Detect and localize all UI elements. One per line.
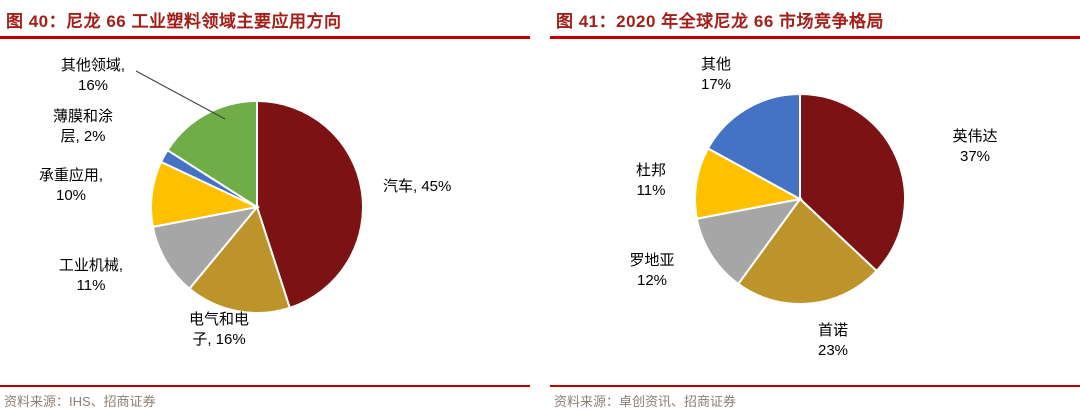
pie-slice-杜邦 [694,147,803,220]
figure-41-source: 资料来源：卓创资讯、招商证券 [554,394,737,409]
pie-label-工业机械: 工业机械, 11% [58,257,124,294]
figure-40: 图 40：尼龙 66 工业塑料领域主要应用方向 汽车, 45% 电气和电 子, 16… [0,0,530,414]
figure-41-source-rule [550,385,1080,387]
pie-label-罗地亚: 罗地亚 12% [629,252,675,289]
pie-slice-首诺 [736,197,878,305]
figure-41-title: 图 41：2020 年全球尼龙 66 市场竞争格局 [556,12,885,31]
pie-label-其他领域: 其他领域, 16% [60,57,126,94]
pie-svg [694,92,906,305]
pie-label-薄膜和涂层: 薄膜和涂 层, 2% [52,108,113,145]
figure-41: 图 41：2020 年全球尼龙 66 市场竞争格局 英伟达 37% 首诺 23% 罗地亚… [550,0,1080,414]
figure-41-header: 图 41：2020 年全球尼龙 66 市场竞争格局 [550,0,1080,39]
pie-slice-汽车 [256,99,364,310]
pie-slice-其他领域 [166,99,258,209]
pie-slice-其他 [706,92,801,201]
label-leader-line-其他领域 [135,70,226,120]
pie-slice-英伟达 [799,92,906,273]
pie-label-承重应用: 承重应用, 10% [38,167,104,204]
figure-40-title-rule [0,36,530,39]
pie-label-首诺: 首诺 23% [817,322,849,359]
pie-label-电气和电子: 电气和电 子, 16% [188,311,249,348]
pie-svg [135,70,364,314]
pie-label-汽车: 汽车, 45% [383,178,452,195]
figure-40-source-rule [0,385,530,387]
pie-slice-工业机械 [151,205,260,291]
pie-chart-nylon66-market-share: 英伟达 37% 首诺 23% 罗地亚 12% 杜邦 11% 其他 17% [550,39,1080,379]
figure-40-header: 图 40：尼龙 66 工业塑料领域主要应用方向 [0,0,530,39]
pie-label-英伟达: 英伟达 37% [952,128,998,165]
figure-41-title-rule [550,36,1080,39]
pie-slice-电气和电子 [188,204,292,314]
pie-label-其他: 其他 17% [700,56,732,93]
pie-slice-罗地亚 [695,197,803,286]
figure-40-title: 图 40：尼龙 66 工业塑料领域主要应用方向 [6,12,342,31]
pie-chart-nylon66-applications: 汽车, 45% 电气和电 子, 16% 工业机械, 11% 承重应用, 10% 薄膜和涂 层, … [0,39,530,379]
pie-label-杜邦: 杜邦 11% [635,162,666,199]
figure-40-source: 资料来源：IHS、招商证券 [4,394,156,409]
